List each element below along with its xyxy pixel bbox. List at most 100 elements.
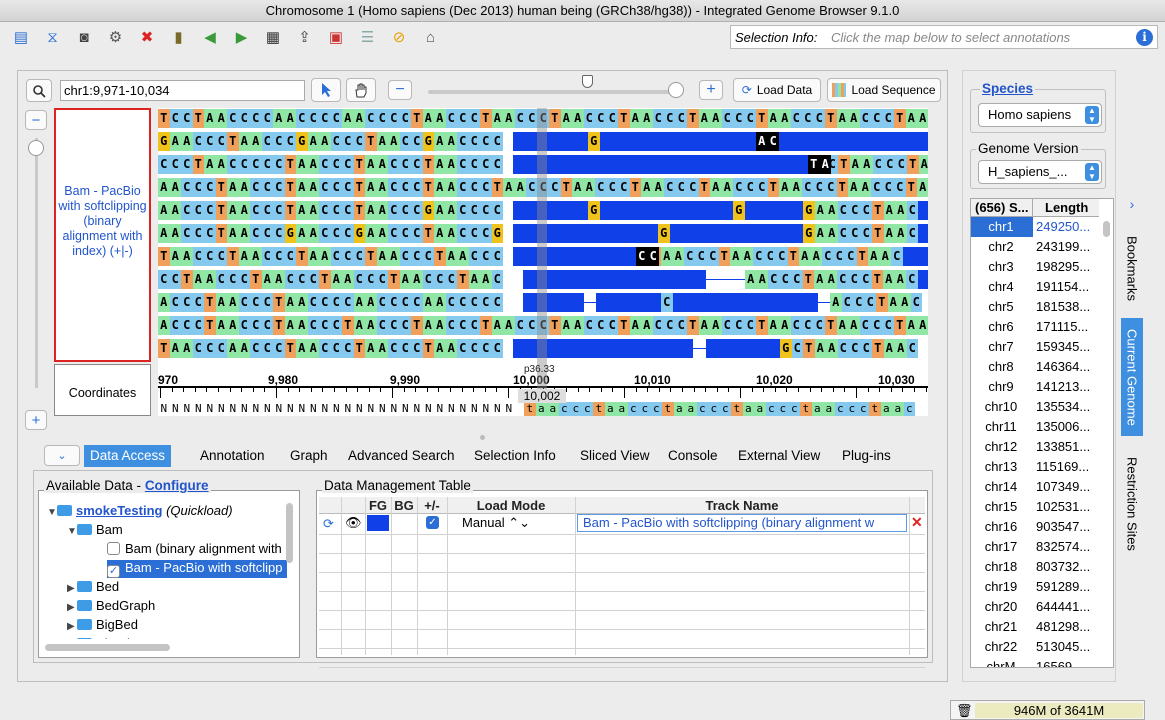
chromosome-row[interactable]: chr12 133851...	[971, 437, 1099, 457]
vertical-zoom-out-button[interactable]: −	[25, 110, 47, 130]
tree-folder-bigbed[interactable]: ▶ BigBed	[67, 617, 138, 632]
chromosome-row[interactable]: chr3 198295...	[971, 257, 1099, 277]
forward-arrow-icon[interactable]: ▶	[235, 29, 248, 46]
tree-root[interactable]: ▼ smokeTesting (Quickload)	[47, 503, 233, 518]
read-bar[interactable]	[513, 132, 928, 151]
track-name-field[interactable]: Bam - PacBio with softclipping (binary a…	[577, 514, 907, 532]
chromosome-row[interactable]: chr6 171115...	[971, 317, 1099, 337]
table-header-cell[interactable]: Track Name	[705, 498, 779, 513]
table-header-cell[interactable]: BG	[394, 498, 414, 513]
strand-checkbox[interactable]: ✓	[426, 516, 439, 529]
chromosome-row[interactable]: chr2 243199...	[971, 237, 1099, 257]
side-tab-current-genome[interactable]: Current Genome	[1121, 318, 1143, 436]
chromosome-row[interactable]: chr10 135534...	[971, 397, 1099, 417]
load-data-button[interactable]: ⟳ Load Data	[733, 78, 821, 102]
info-icon[interactable]: i	[1136, 29, 1153, 46]
read-row[interactable]: TAACCCTAACCCTAACCCTAACCCTAACCCCTAACCCTAA…	[158, 247, 928, 266]
chevron-right-icon[interactable]: ›	[1129, 196, 1135, 212]
camera-icon[interactable]: ◙	[79, 28, 89, 46]
column-header-length[interactable]: Length	[1045, 200, 1089, 215]
tab-console[interactable]: Console	[668, 448, 718, 463]
read-bar[interactable]	[670, 293, 818, 312]
chromosome-row[interactable]: chrM 16569	[971, 657, 1099, 667]
home-icon[interactable]: ⌂	[425, 28, 436, 46]
tab-graph[interactable]: Graph	[290, 448, 328, 463]
tab-annotation[interactable]: Annotation	[200, 448, 265, 463]
chromosome-row[interactable]: chr20 644441...	[971, 597, 1099, 617]
read-bar[interactable]	[523, 270, 706, 289]
read-gap[interactable]	[818, 302, 830, 303]
tree-folder-bedgraph[interactable]: ▶ BedGraph	[67, 598, 156, 613]
load-sequence-button[interactable]: Load Sequence	[827, 78, 941, 102]
vertical-zoom-in-button[interactable]: +	[25, 410, 47, 430]
chromosome-row[interactable]: chr11 135006...	[971, 417, 1099, 437]
trash-icon[interactable]: 🗑	[956, 703, 973, 718]
search-icon[interactable]	[26, 79, 52, 102]
tree-item-bam-pacbio[interactable]: ✓ Bam - PacBio with softclipp	[107, 560, 287, 578]
chromosome-row[interactable]: chr1 249250...	[971, 217, 1099, 237]
read-bar[interactable]	[513, 339, 693, 358]
chromosome-row[interactable]: chr8 146364...	[971, 357, 1099, 377]
genome-version-select[interactable]: H_sapiens_... ▲ ▼	[978, 160, 1102, 184]
tab-external-view[interactable]: External View	[738, 448, 821, 463]
window-icon[interactable]: ▣	[328, 29, 344, 46]
tree-item-bam-binary[interactable]: Bam (binary alignment with	[107, 541, 282, 556]
tab-selection-info[interactable]: Selection Info	[474, 448, 556, 463]
film-icon[interactable]: ▦	[265, 29, 281, 46]
stop-icon[interactable]: ✖	[140, 29, 154, 46]
read-row[interactable]: CCCTAACCCCCTAACCCTAACCCTAACCCCCCTAACCCTA…	[158, 155, 928, 174]
chromosome-row[interactable]: chr4 191154...	[971, 277, 1099, 297]
refresh-icon[interactable]: ⟳	[323, 516, 334, 531]
dna-icon[interactable]: ⧖	[47, 28, 58, 46]
configure-link[interactable]: Configure	[144, 478, 209, 493]
gear-icon[interactable]: ⚙	[108, 29, 123, 46]
tree-scrollbar[interactable]	[286, 503, 293, 563]
hand-pan-icon[interactable]	[346, 78, 376, 102]
back-arrow-icon[interactable]: ◀	[204, 29, 216, 46]
track-label-panel[interactable]: Bam - PacBio with softclipping (binary a…	[54, 108, 151, 362]
data-management-table[interactable]: FG BG +/- Load Mode Track Name ⟳ 👁 ✓ Manual ⌃⌄ Ba…	[316, 490, 928, 668]
document-icon[interactable]: ☰	[360, 29, 375, 46]
chromosome-row[interactable]: chr9 141213...	[971, 377, 1099, 397]
zoom-slider-thumb[interactable]	[668, 82, 684, 98]
table-header-cell[interactable]: FG	[368, 498, 388, 513]
tab-data-access[interactable]: Data Access	[84, 445, 172, 467]
available-data-tree[interactable]: ▼ smokeTesting (Quickload) ▼ Bam Bam (binary…	[38, 490, 300, 658]
zoom-in-button[interactable]: +	[699, 80, 723, 100]
vertical-zoom-slider[interactable]: − +	[25, 108, 49, 430]
tab-sliced-view[interactable]: Sliced View	[580, 448, 650, 463]
read-bar[interactable]	[596, 293, 656, 312]
chromosome-row[interactable]: chr22 513045...	[971, 637, 1099, 657]
tree-root-label[interactable]: smokeTesting	[76, 503, 163, 518]
chromosome-table[interactable]: (656) S... Length chr1 249250... chr2 243199.…	[970, 198, 1114, 668]
chromosome-row[interactable]: chr18 803732...	[971, 557, 1099, 577]
bookmark-book-icon[interactable]: ▮	[174, 29, 183, 46]
tree-folder-bam[interactable]: ▼ Bam	[67, 522, 123, 537]
read-gap[interactable]	[584, 302, 596, 303]
chromosome-row[interactable]: chr19 591289...	[971, 577, 1099, 597]
selection-info-field[interactable]: Selection Info: Click the map below to s…	[730, 25, 1158, 49]
side-tab-restriction-sites[interactable]: Restriction Sites	[1124, 457, 1140, 551]
upload-icon[interactable]: ⇪	[298, 29, 311, 46]
open-file-icon[interactable]: ▤	[13, 29, 29, 46]
location-input[interactable]: chr1:9,971-10,034	[60, 80, 305, 101]
no-entry-icon[interactable]: ⊘	[392, 29, 406, 46]
eye-icon[interactable]: 👁	[345, 515, 362, 530]
fg-color-swatch[interactable]	[367, 515, 389, 531]
vertical-slider-track[interactable]	[35, 138, 38, 388]
zoom-marker[interactable]	[582, 75, 593, 88]
vertical-slider-thumb[interactable]	[28, 140, 44, 156]
chromosome-row[interactable]: chr16 903547...	[971, 517, 1099, 537]
splitter-handle[interactable]	[480, 435, 485, 440]
table-header-cell[interactable]: +/-	[424, 498, 440, 513]
chromosome-row[interactable]: chr14 107349...	[971, 477, 1099, 497]
load-mode-select[interactable]: Manual ⌃⌄	[462, 515, 531, 530]
tree-folder-bed[interactable]: ▶ Bed	[67, 579, 120, 594]
